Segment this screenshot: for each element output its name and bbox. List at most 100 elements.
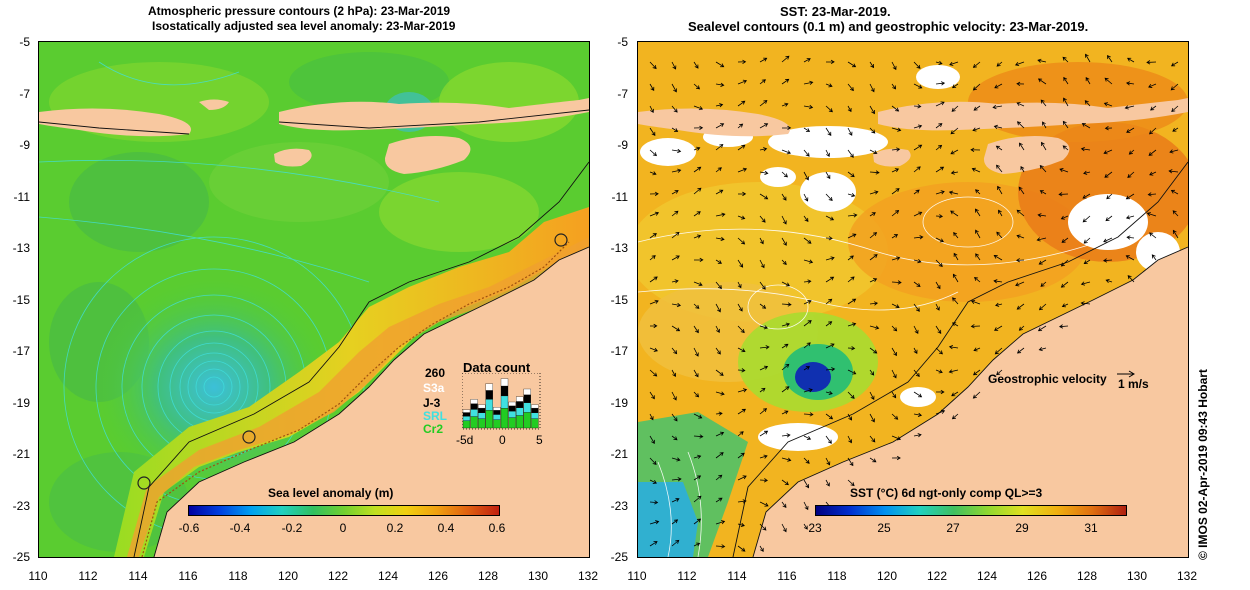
velocity-arrow	[825, 215, 835, 221]
velocity-arrow	[781, 125, 792, 131]
velocity-arrow	[693, 125, 704, 130]
velocity-arrow	[759, 501, 769, 507]
velocity-arrow	[847, 105, 852, 113]
velocity-arrow	[671, 413, 678, 422]
velocity-arrow	[825, 298, 833, 305]
velocity-arrow	[913, 104, 922, 109]
velocity-arrow	[737, 59, 747, 65]
velocity-arrow	[1124, 105, 1135, 110]
velocity-arrow	[913, 166, 921, 173]
velocity-arrow	[649, 171, 657, 176]
velocity-arrow	[1149, 127, 1157, 135]
velocity-arrow	[994, 83, 1003, 89]
velocity-arrow	[693, 347, 699, 357]
velocity-arrow	[693, 187, 702, 195]
velocity-arrow	[693, 83, 701, 90]
data-count-bar	[508, 410, 516, 418]
velocity-arrow	[1126, 235, 1135, 240]
velocity-arrow	[759, 325, 769, 330]
velocity-arrow	[693, 303, 700, 309]
velocity-arrow	[1016, 347, 1025, 354]
velocity-arrow	[891, 435, 902, 441]
velocity-arrow	[781, 479, 789, 486]
velocity-arrow	[869, 413, 875, 423]
sst-colorbar-label: 27	[946, 521, 960, 535]
mission-label-cr2: Cr2	[423, 422, 444, 436]
velocity-arrow	[1040, 281, 1047, 287]
data-count-bar	[462, 420, 471, 429]
data-count-bar	[508, 401, 516, 407]
velocity-arrow	[671, 325, 681, 332]
left-title-line2: Isostatically adjusted sea level anomaly…	[152, 19, 456, 33]
sla-colorbar-label: -0.4	[229, 521, 251, 535]
sla-colorbar	[188, 505, 500, 516]
velocity-arrow	[935, 101, 945, 107]
velocity-arrow	[803, 279, 812, 284]
right-x-tick: 124	[976, 569, 998, 583]
velocity-arrow	[649, 233, 657, 239]
velocity-arrow	[759, 545, 764, 553]
right-y-tick: -23	[610, 499, 628, 513]
velocity-arrow	[825, 83, 833, 88]
velocity-arrow	[803, 237, 812, 244]
velocity-arrow	[1019, 142, 1025, 151]
velocity-arrow	[803, 342, 811, 349]
right-y-tick: -13	[610, 241, 628, 255]
sst-colorbar-label: 25	[877, 521, 891, 535]
left-x-tick: 128	[477, 569, 499, 583]
velocity-arrow	[1082, 193, 1091, 199]
data-count-bar	[493, 410, 501, 415]
left-x-tick: 110	[28, 569, 48, 583]
velocity-arrow	[891, 127, 902, 132]
velocity-arrow	[781, 281, 791, 287]
velocity-arrow	[1018, 325, 1025, 331]
right-y-tick: -19	[610, 396, 628, 410]
left-y-tick: -25	[12, 550, 30, 564]
velocity-arrow	[781, 193, 787, 201]
velocity-arrow	[1060, 259, 1069, 267]
velocity-arrow	[737, 452, 745, 459]
velocity-arrow	[781, 410, 789, 415]
velocity-arrow	[715, 452, 724, 459]
velocity-arrow	[781, 322, 791, 327]
velocity-arrow	[649, 369, 658, 377]
velocity-arrow	[803, 479, 810, 489]
velocity-arrow	[759, 147, 768, 152]
sst-map	[637, 41, 1189, 558]
velocity-arrow	[891, 61, 897, 71]
velocity-arrow	[825, 413, 834, 420]
velocity-arrow	[847, 435, 853, 444]
velocity-arrow	[1146, 60, 1157, 65]
left-x-tick: 120	[277, 569, 299, 583]
data-count-histogram	[462, 373, 541, 430]
velocity-arrow	[973, 105, 981, 111]
velocity-arrow	[693, 518, 702, 525]
sst-map-graphic	[638, 42, 1188, 557]
velocity-arrow	[913, 235, 924, 240]
right-x-tick: 118	[827, 569, 847, 583]
right-y-tick: -21	[610, 447, 628, 461]
velocity-arrow	[869, 457, 877, 463]
velocity-arrow	[693, 413, 703, 419]
right-x-tick: 130	[1126, 569, 1148, 583]
sla-colorbar-label: -0.2	[281, 521, 303, 535]
left-x-tick: 114	[128, 569, 148, 583]
velocity-arrow	[759, 237, 764, 245]
data-count-bar	[470, 399, 478, 404]
velocity-arrow	[847, 83, 854, 92]
velocity-arrow	[1149, 232, 1157, 239]
velocity-arrow	[693, 325, 699, 334]
velocity-arrow	[975, 189, 981, 195]
velocity-arrow	[781, 523, 787, 533]
velocity-arrow	[1171, 105, 1179, 113]
velocity-arrow	[715, 391, 725, 396]
velocity-arrow	[1083, 170, 1091, 175]
velocity-arrow	[1016, 209, 1025, 217]
velocity-arrow	[1085, 76, 1091, 85]
velocity-arrow	[970, 324, 981, 329]
velocity-arrow	[869, 212, 876, 217]
velocity-arrow	[759, 430, 769, 437]
velocity-arrow	[693, 434, 704, 439]
velocity-arrow	[649, 347, 658, 352]
data-count-bar	[508, 405, 516, 412]
